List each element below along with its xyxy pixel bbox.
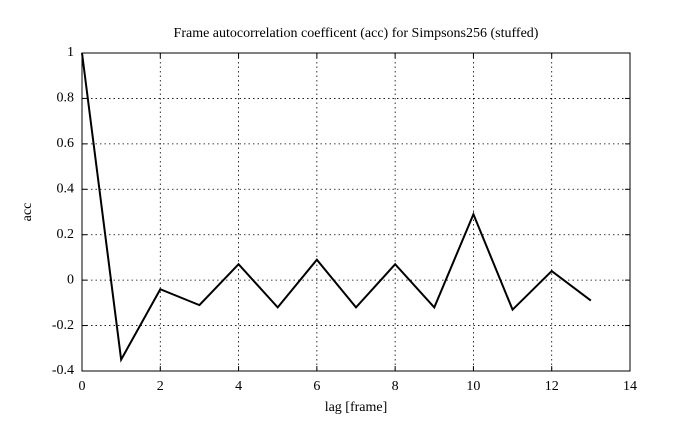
y-tick-label: 0.2 bbox=[57, 227, 75, 242]
x-axis-label: lag [frame] bbox=[325, 400, 388, 415]
x-tick-label: 4 bbox=[235, 379, 242, 394]
x-tick-label: 0 bbox=[79, 379, 86, 394]
y-tick-label: 0.4 bbox=[57, 182, 75, 197]
y-axis-label: acc bbox=[20, 203, 35, 222]
x-tick-label: 10 bbox=[466, 379, 480, 394]
y-tick-label: 0.6 bbox=[57, 136, 75, 151]
data-line bbox=[81, 52, 592, 363]
y-tick-label: -0.4 bbox=[52, 363, 74, 378]
x-tick-label: 14 bbox=[623, 379, 637, 394]
y-tick-label: 0.8 bbox=[57, 91, 75, 106]
x-tick-label: 6 bbox=[313, 379, 320, 394]
x-tick-label: 2 bbox=[157, 379, 164, 394]
y-tick-label: 1 bbox=[67, 45, 74, 60]
plot-frame bbox=[81, 52, 631, 372]
x-tick-label: 8 bbox=[392, 379, 399, 394]
y-tick-label: 0 bbox=[67, 272, 74, 287]
y-tick-label: -0.2 bbox=[52, 318, 74, 333]
x-tick-label: 12 bbox=[545, 379, 559, 394]
chart-title: Frame autocorrelation coefficent (acc) f… bbox=[174, 26, 539, 41]
